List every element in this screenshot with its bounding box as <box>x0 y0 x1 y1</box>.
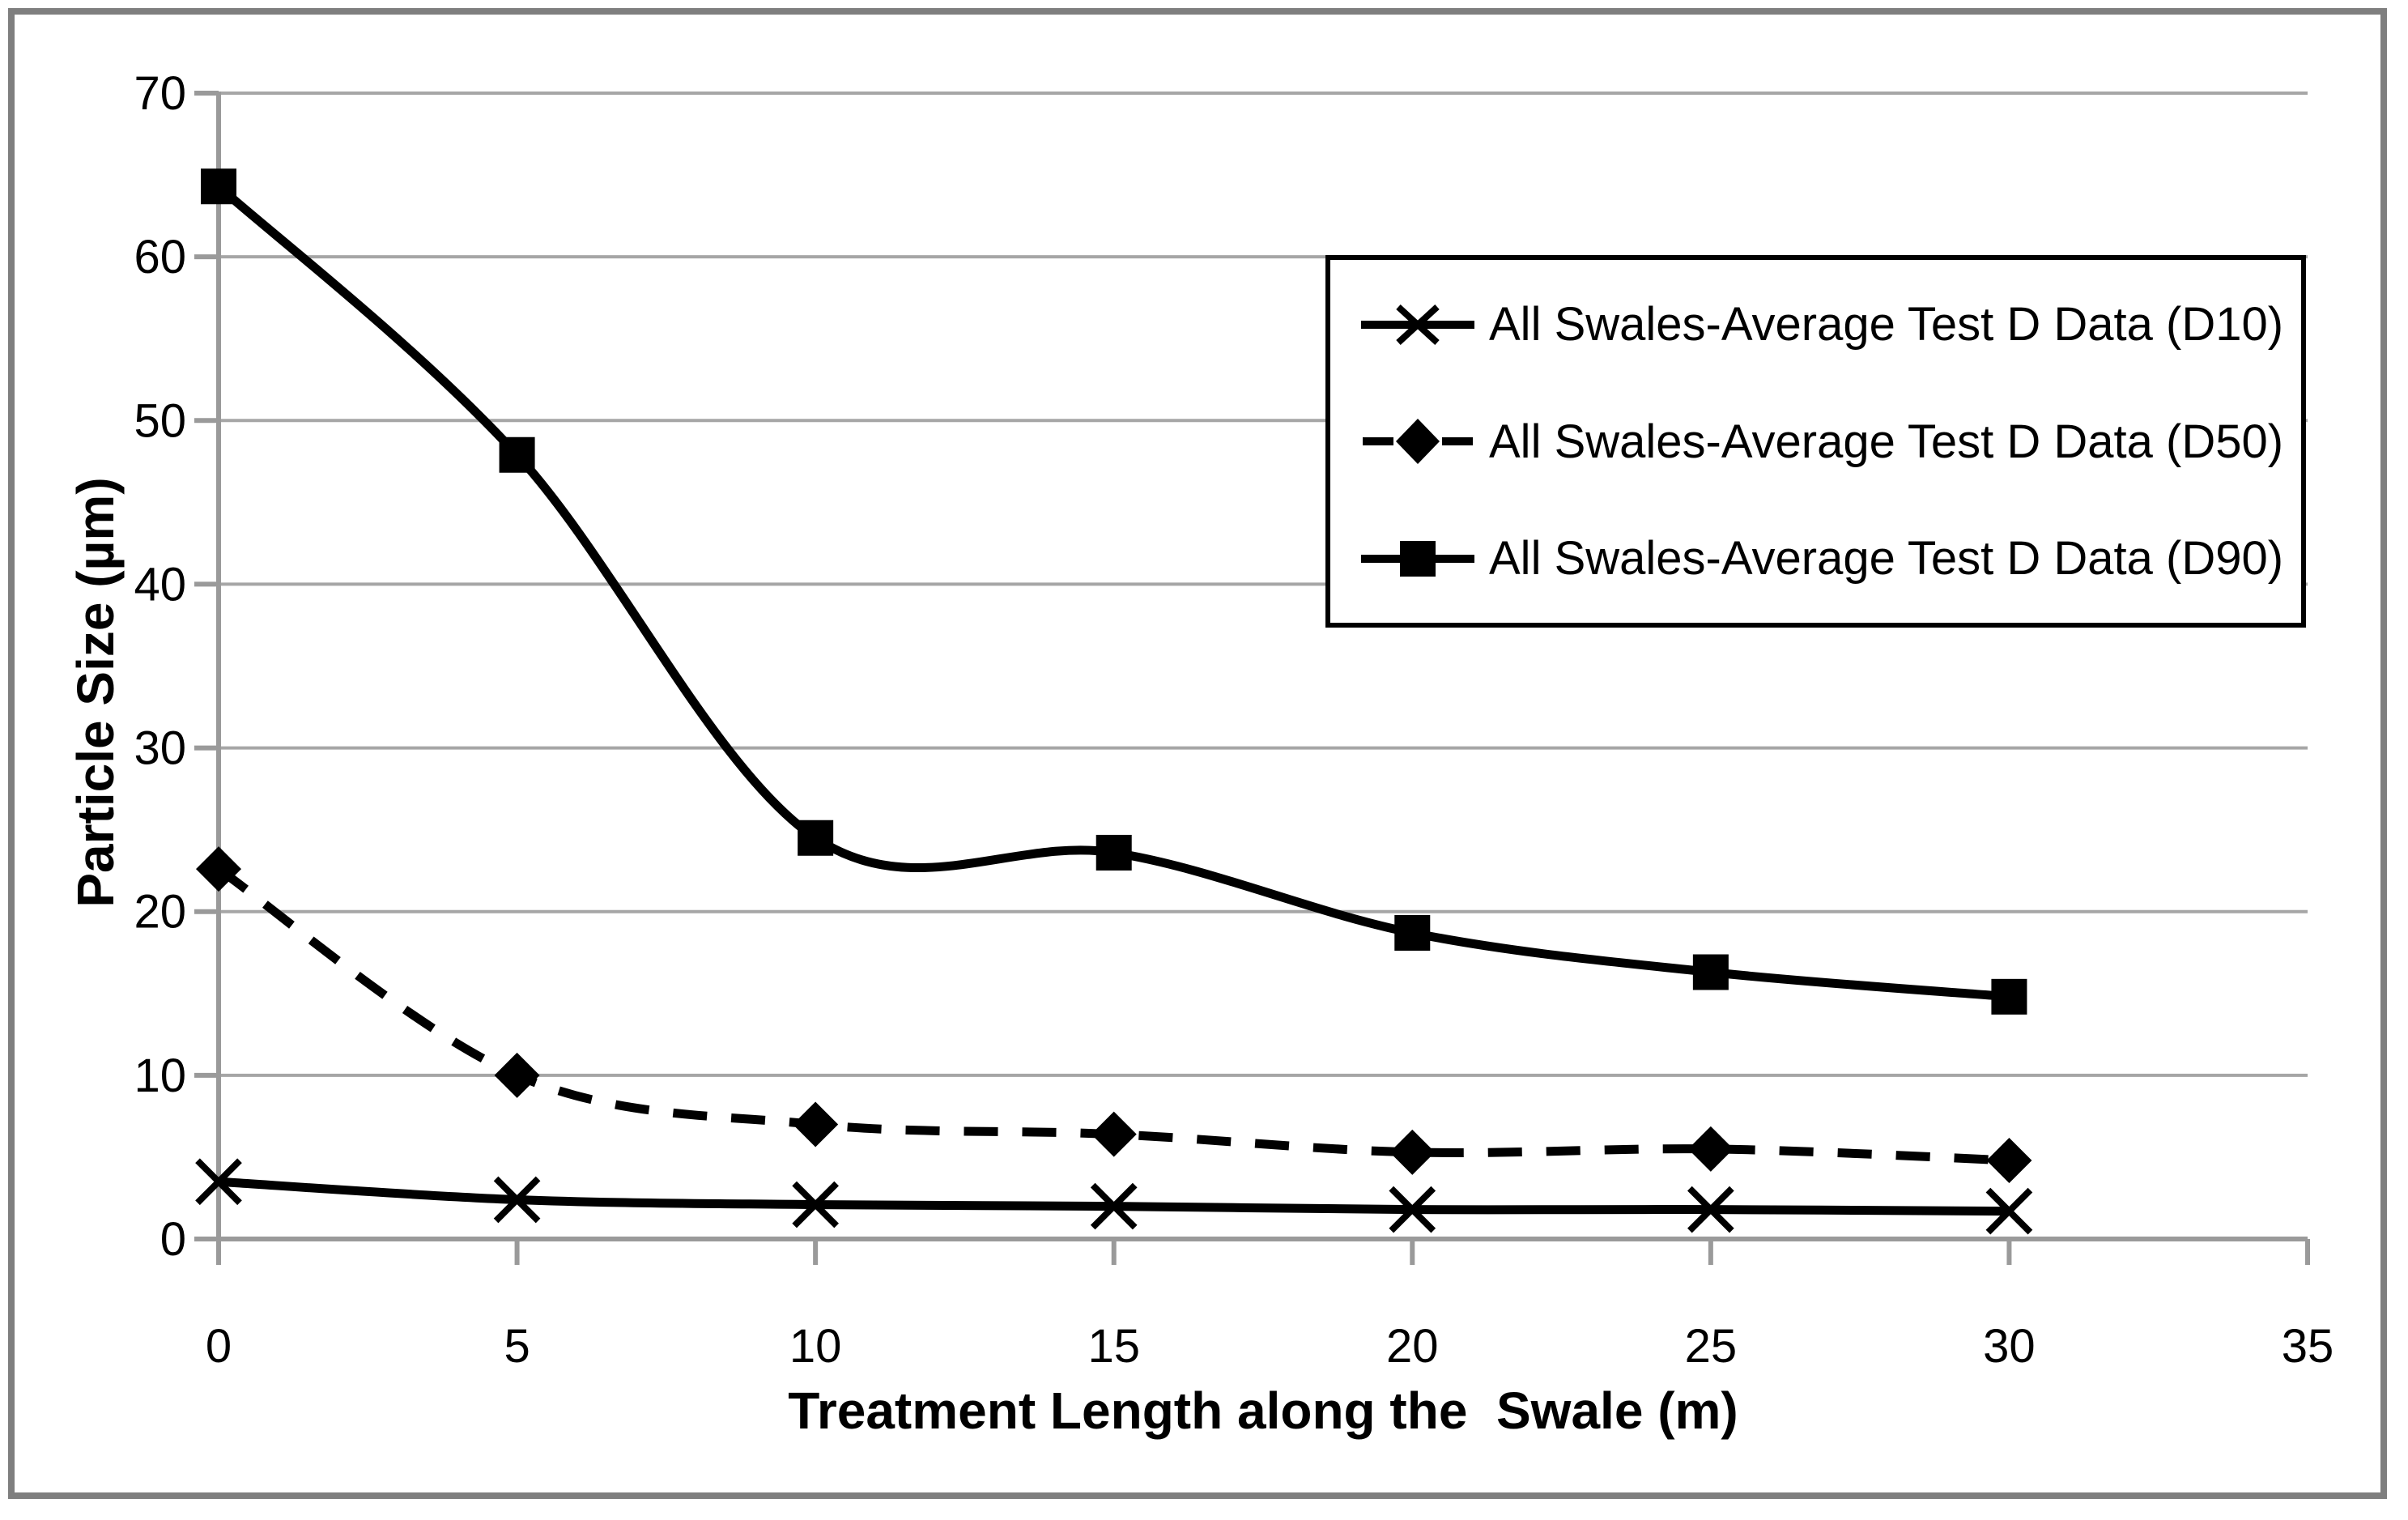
legend-item-d90: All Swales-Average Test D Data (D90) <box>1361 531 2293 585</box>
x-tick-label: 25 <box>1685 1320 1738 1373</box>
marker-diamond-d50 <box>1986 1137 2032 1183</box>
marker-x-cross-d10 <box>792 1181 839 1228</box>
marker-x-cross-d10 <box>1985 1187 2033 1235</box>
marker-x-cross-d10 <box>195 1158 242 1206</box>
marker-square-d90 <box>201 168 236 205</box>
x-tick-label: 15 <box>1087 1320 1140 1373</box>
legend-label-d50: All Swales-Average Test D Data (D50) <box>1489 415 2284 468</box>
marker-x-cross-d10 <box>1389 1186 1436 1233</box>
y-tick-label: 60 <box>134 231 186 283</box>
marker-square-d90 <box>1991 978 2027 1015</box>
x-tick-label: 0 <box>206 1320 232 1373</box>
legend-item-d10: All Swales-Average Test D Data (D10) <box>1361 297 2293 351</box>
y-axis-title: Particle Size (µm) <box>66 477 125 908</box>
legend-item-d50: All Swales-Average Test D Data (D50) <box>1361 415 2293 469</box>
marker-diamond-d50 <box>1687 1126 1734 1172</box>
y-tick-label: 50 <box>134 394 186 447</box>
legend-x-cross-marker-icon <box>1361 304 1474 345</box>
marker-x-cross-d10 <box>1687 1186 1734 1233</box>
y-tick-label: 20 <box>134 886 186 939</box>
marker-x-cross-d10 <box>1090 1182 1138 1230</box>
marker-square-d90 <box>1096 834 1132 871</box>
x-axis-title: Treatment Length along the Swale (m) <box>788 1382 1738 1440</box>
x-tick-label: 35 <box>2282 1320 2334 1373</box>
legend-label-d10: All Swales-Average Test D Data (D10) <box>1489 298 2284 351</box>
x-tick-label: 30 <box>1983 1320 2036 1373</box>
legend: All Swales-Average Test D Data (D10) All… <box>1325 255 2306 628</box>
y-tick-label: 70 <box>134 67 186 120</box>
marker-square-d90 <box>499 436 535 473</box>
marker-square-d90 <box>798 820 834 856</box>
x-tick-label: 10 <box>789 1320 842 1373</box>
marker-square-d90 <box>1692 954 1729 990</box>
y-tick-label: 10 <box>134 1050 186 1102</box>
marker-square-d90 <box>1394 914 1431 951</box>
y-tick-label: 0 <box>160 1213 186 1266</box>
legend-diamond-marker-icon <box>1363 419 1473 464</box>
legend-label-d90: All Swales-Average Test D Data (D90) <box>1489 532 2284 585</box>
y-tick-label: 30 <box>134 722 186 775</box>
marker-diamond-d50 <box>196 846 241 892</box>
marker-diamond-d50 <box>1091 1111 1137 1157</box>
y-tick-label: 40 <box>134 558 186 611</box>
marker-x-cross-d10 <box>493 1176 541 1224</box>
legend-square-marker-icon <box>1361 540 1474 577</box>
marker-diamond-d50 <box>793 1101 839 1147</box>
x-tick-label: 20 <box>1386 1320 1439 1373</box>
marker-diamond-d50 <box>1389 1129 1436 1175</box>
x-tick-label: 5 <box>504 1320 530 1373</box>
marker-diamond-d50 <box>494 1052 540 1098</box>
